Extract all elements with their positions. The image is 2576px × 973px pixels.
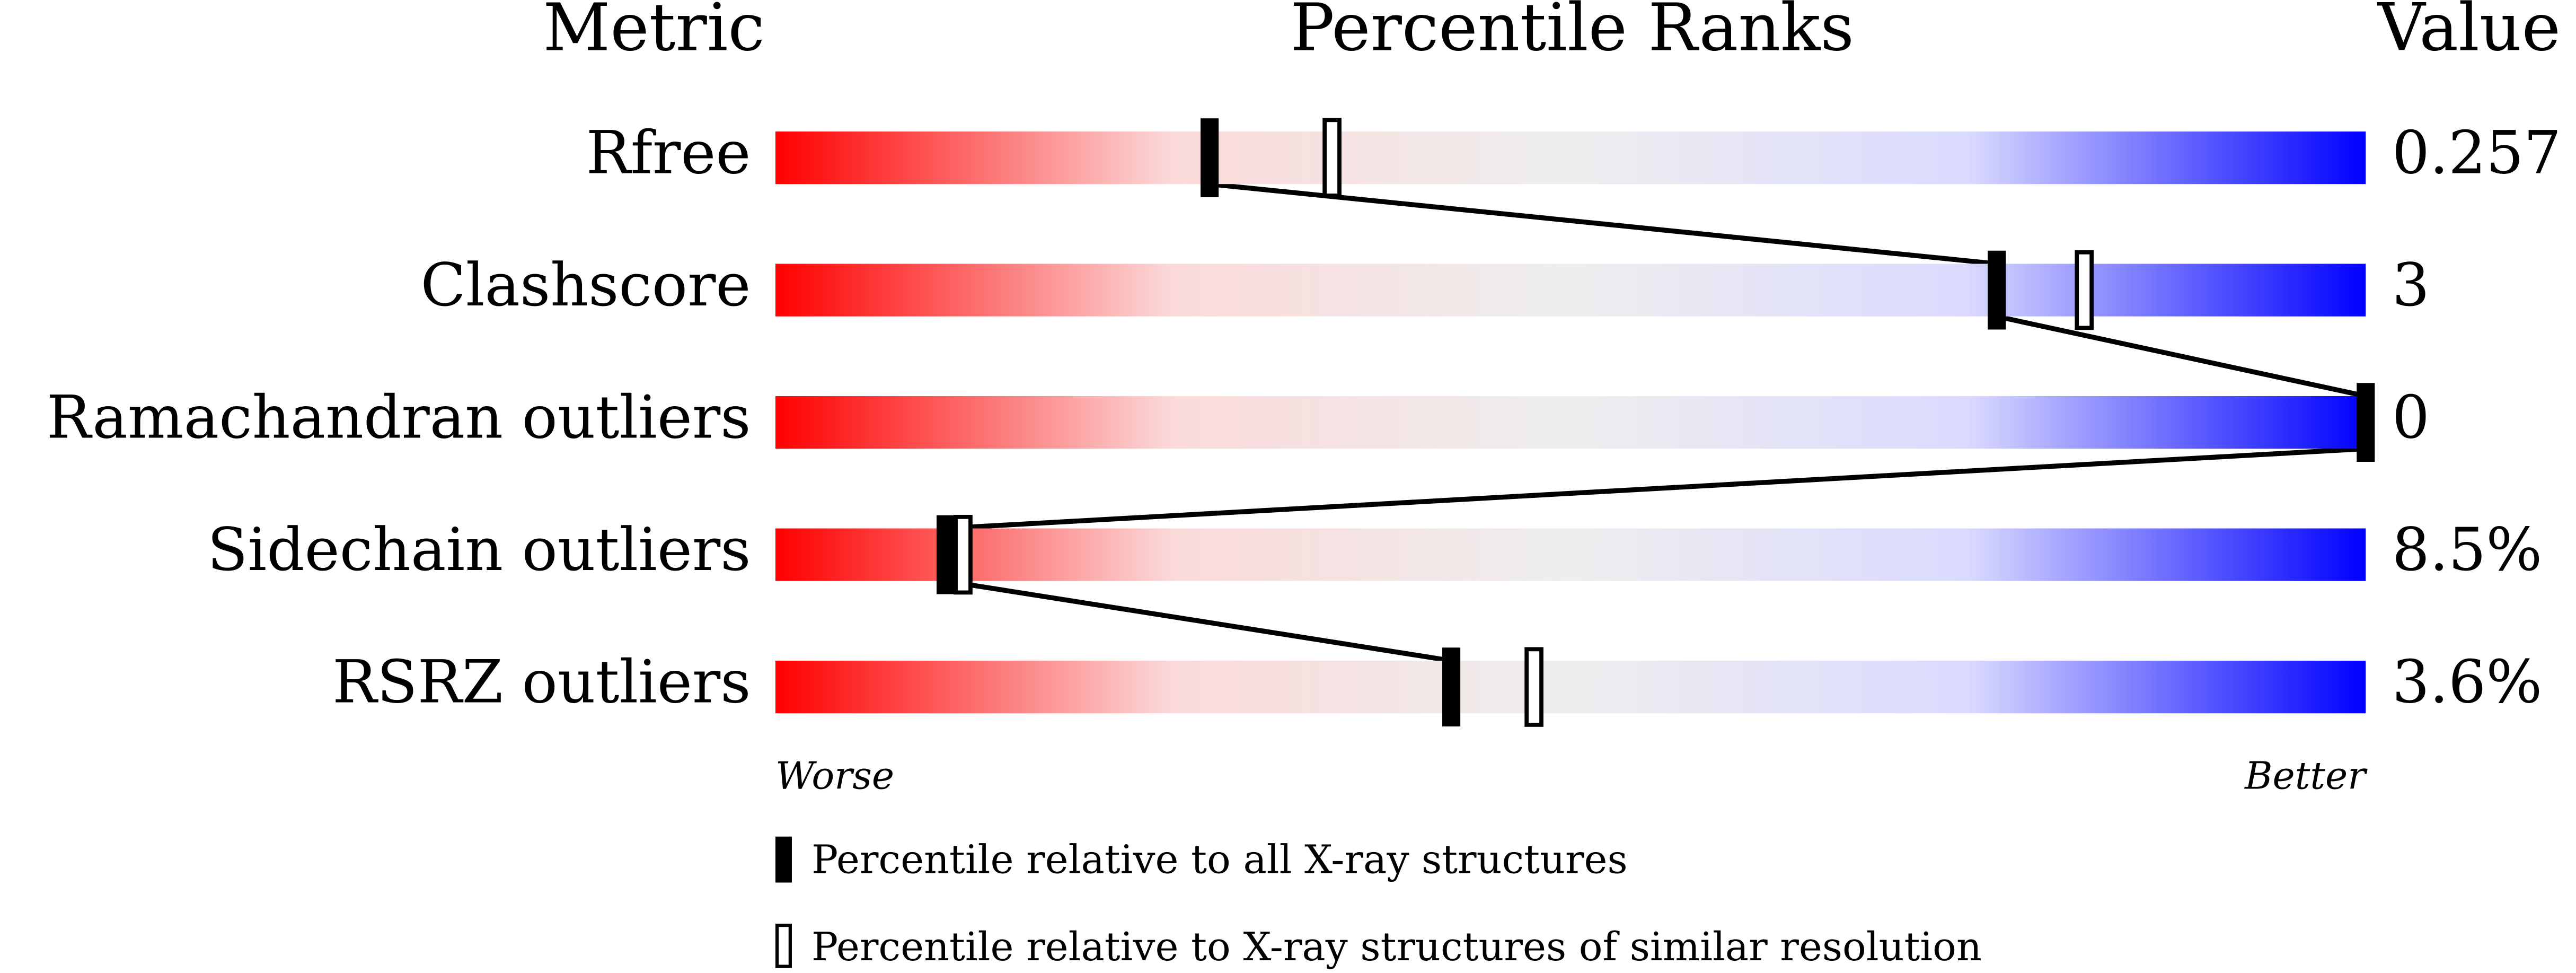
metric-value: 0 — [2392, 383, 2430, 452]
legend-text: Percentile relative to all X-ray structu… — [811, 837, 1628, 883]
ranks-header: Percentile Ranks — [1290, 0, 1854, 66]
similar-marker — [2075, 250, 2094, 330]
metric-value: 8.5% — [2392, 515, 2542, 584]
slider-bar — [775, 528, 2366, 581]
legend-open-marker — [775, 923, 792, 968]
metric-label: Sidechain outliers — [207, 515, 751, 584]
metric-label: Rfree — [586, 119, 751, 188]
worse-label: Worse — [775, 754, 894, 798]
similar-marker — [954, 514, 973, 595]
similar-marker — [1322, 118, 1342, 198]
metric-header: Metric — [543, 0, 764, 66]
all-marker — [1988, 250, 2006, 330]
metric-label: Ramachandran outliers — [47, 383, 751, 452]
connector — [945, 446, 2366, 531]
slider-bar — [775, 264, 2366, 317]
all-marker — [1442, 647, 1461, 727]
slider-bar — [775, 661, 2366, 714]
metric-value: 3.6% — [2392, 648, 2542, 717]
slider-bar — [775, 132, 2366, 185]
legend-filled-marker — [775, 836, 792, 883]
connector — [945, 578, 1452, 663]
metric-value: 3 — [2392, 251, 2430, 320]
similar-marker — [1524, 647, 1543, 727]
metric-label: RSRZ outliers — [332, 648, 751, 717]
legend-text: Percentile relative to X-ray structures … — [811, 924, 1982, 970]
connector — [1996, 314, 2367, 399]
slider-bar — [775, 396, 2366, 449]
better-label: Better — [2244, 754, 2368, 798]
all-marker — [1200, 118, 1219, 197]
all-marker — [936, 515, 955, 594]
metric-value: 0.257 — [2392, 119, 2561, 188]
metric-label: Clashscore — [420, 251, 751, 320]
all-marker — [2357, 383, 2375, 462]
value-header: Value — [2377, 0, 2561, 66]
